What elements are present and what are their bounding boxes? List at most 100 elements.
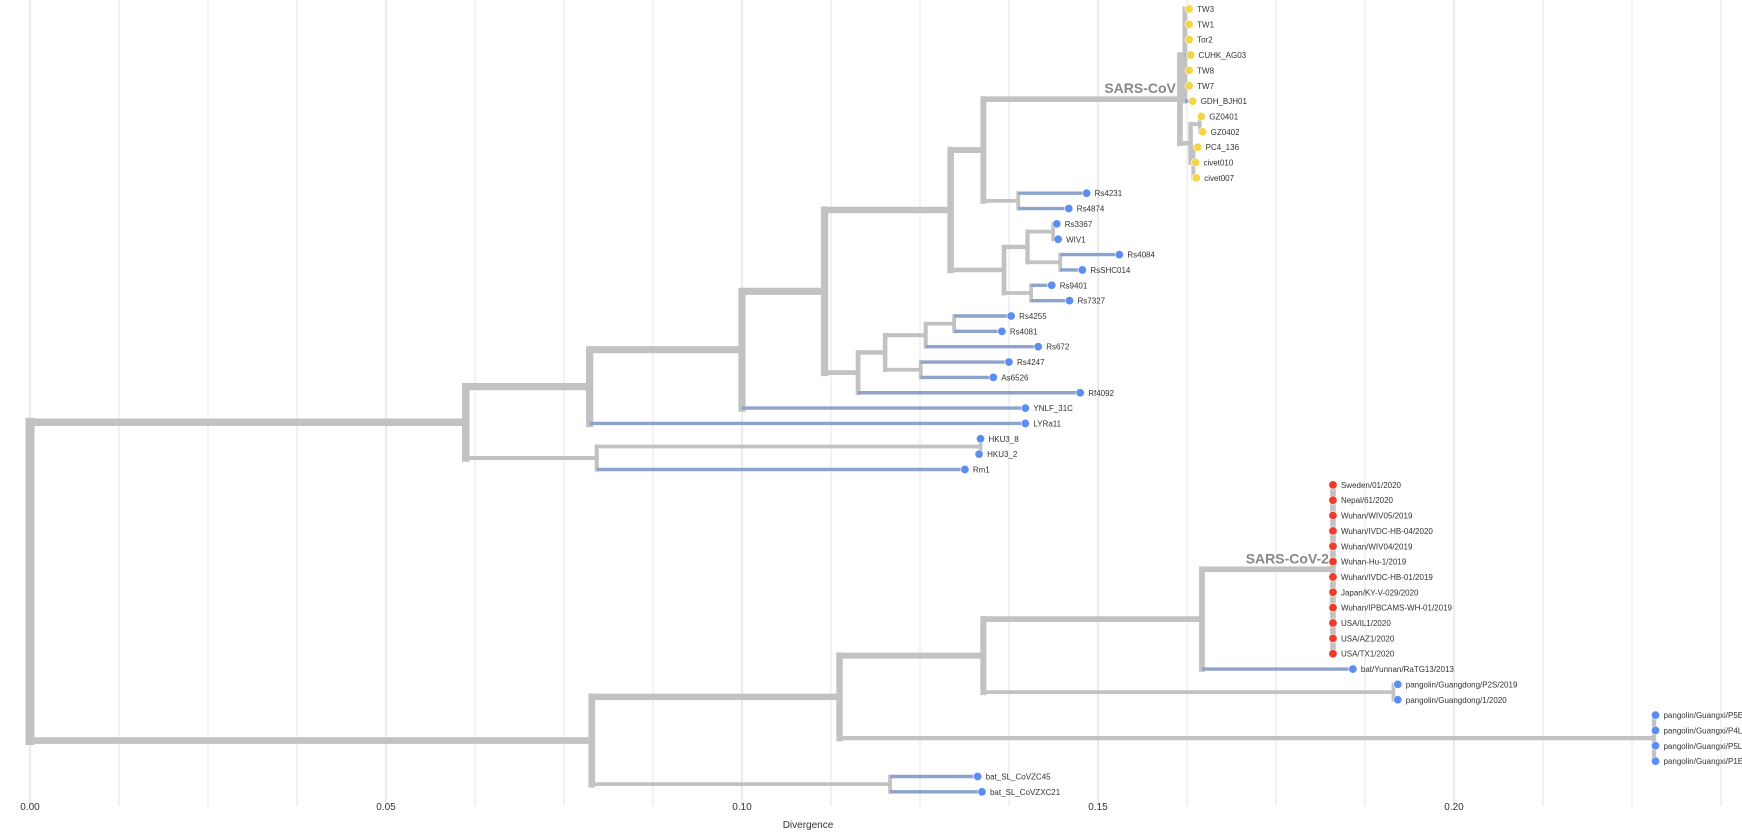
tip-label: GDH_BJH01 (1201, 97, 1248, 106)
tip-node[interactable] (1020, 418, 1030, 428)
tip-node[interactable] (1184, 65, 1194, 75)
tip-node[interactable] (1064, 204, 1074, 214)
clade-labels: SARS-CoV SARS-CoV-2 (1104, 80, 1329, 566)
tip-node[interactable] (1328, 526, 1338, 536)
tip-label: pangolin/Guangxi/P5L/2017 (1663, 742, 1742, 751)
tip-label: Sweden/01/2020 (1341, 481, 1402, 490)
tip-label: bat_SL_CoVZC45 (986, 773, 1051, 782)
tip-node[interactable] (1650, 756, 1660, 766)
tip-label: RsSHC014 (1090, 266, 1131, 275)
tip-node[interactable] (1328, 511, 1338, 521)
tip-label: Rs3367 (1065, 220, 1093, 229)
tip-label: GZ0401 (1209, 112, 1238, 121)
tip-node[interactable] (1328, 495, 1338, 505)
tip-label: TW7 (1197, 82, 1214, 91)
tip-node[interactable] (960, 464, 970, 474)
tip-label: Rs7327 (1078, 297, 1106, 306)
tip-node[interactable] (1328, 618, 1338, 628)
tip-node[interactable] (1191, 158, 1201, 168)
tip-node[interactable] (1186, 50, 1196, 60)
tip-node[interactable] (1196, 111, 1206, 121)
tip-node[interactable] (1328, 649, 1338, 659)
tip-label: USA/IL1/2020 (1341, 619, 1391, 628)
tip-node[interactable] (1328, 572, 1338, 582)
tip-label: Rm1 (973, 466, 990, 475)
tip-label: pangolin/Guangxi/P1E/2017 (1663, 757, 1742, 766)
tip-node[interactable] (1077, 265, 1087, 275)
tip-node[interactable] (1006, 311, 1016, 321)
tip-node[interactable] (974, 449, 984, 459)
tip-label: As6526 (1001, 373, 1029, 382)
tip-node[interactable] (1033, 342, 1043, 352)
tip-node[interactable] (977, 787, 987, 797)
tip-label: PC4_136 (1206, 143, 1240, 152)
tip-label: Rs4084 (1127, 251, 1155, 260)
tip-node[interactable] (1053, 234, 1063, 244)
tip-node[interactable] (1184, 4, 1194, 14)
tip-label: HKU3_2 (987, 450, 1018, 459)
tip-label: Wuhan/IPBCAMS-WH-01/2019 (1341, 604, 1453, 613)
tip-node[interactable] (1328, 541, 1338, 551)
tip-label: Japan/KY-V-029/2020 (1341, 588, 1419, 597)
tip-label: Rs9401 (1060, 281, 1088, 290)
tip-label: Wuhan/WIV04/2019 (1341, 542, 1413, 551)
tip-node[interactable] (976, 434, 986, 444)
tip-label: Rs4231 (1095, 189, 1123, 198)
gridlines (29, 0, 1722, 806)
tip-node[interactable] (1328, 633, 1338, 643)
tip-label: USA/TX1/2020 (1341, 650, 1395, 659)
tip-node[interactable] (997, 326, 1007, 336)
tip-node[interactable] (1191, 173, 1201, 183)
x-axis: Divergence 0.00 0.05 0.10 0.15 0.20 (20, 802, 1464, 831)
tip-label: Wuhan/IVDC-HB-01/2019 (1341, 573, 1433, 582)
tip-label: Tor2 (1197, 36, 1213, 45)
tip-node[interactable] (1650, 741, 1660, 751)
tip-label: pangolin/Guangdong/P2S/2019 (1406, 680, 1518, 689)
tip-node[interactable] (1328, 557, 1338, 567)
tip-label: civet007 (1204, 174, 1234, 183)
tip-node[interactable] (1020, 403, 1030, 413)
tip-label: bat/Yunnan/RaTG13/2013 (1361, 665, 1455, 674)
tick-label: 0.15 (1088, 802, 1108, 813)
tip-node[interactable] (1193, 142, 1203, 152)
tip-node[interactable] (1328, 480, 1338, 490)
tip-node[interactable] (1184, 19, 1194, 29)
x-axis-title: Divergence (783, 820, 834, 831)
tip-label: WIV1 (1066, 235, 1086, 244)
tip-node[interactable] (1082, 188, 1092, 198)
tip-node[interactable] (1184, 81, 1194, 91)
tip-node[interactable] (1328, 587, 1338, 597)
tip-label: CUHK_AG03 (1199, 51, 1247, 60)
tip-node[interactable] (1328, 603, 1338, 613)
tip-node[interactable] (1348, 664, 1358, 674)
tip-label: USA/AZ1/2020 (1341, 634, 1395, 643)
clade-label: SARS-CoV-2 (1246, 550, 1329, 566)
clade-label: SARS-CoV (1104, 80, 1176, 96)
tip-node[interactable] (1114, 250, 1124, 260)
tip-label: YNLF_31C (1033, 404, 1073, 413)
tip-node[interactable] (973, 771, 983, 781)
tip-node[interactable] (1184, 35, 1194, 45)
tip-node[interactable] (1075, 388, 1085, 398)
tip-label: Rs4247 (1017, 358, 1045, 367)
tip-node[interactable] (1650, 710, 1660, 720)
tip-label: Rf4092 (1088, 389, 1114, 398)
tip-node[interactable] (1393, 679, 1403, 689)
tip-label: pangolin/Guangxi/P5E/2017 (1663, 711, 1742, 720)
tick-label: 0.20 (1444, 802, 1464, 813)
tip-label: Nepal/61/2020 (1341, 496, 1394, 505)
tip-node[interactable] (1198, 127, 1208, 137)
tip-label: LYRa11 (1033, 419, 1061, 428)
tip-node[interactable] (1047, 280, 1057, 290)
tick-label: 0.00 (20, 802, 40, 813)
tip-node[interactable] (1188, 96, 1198, 106)
tip-node[interactable] (1052, 219, 1062, 229)
tip-node[interactable] (1393, 695, 1403, 705)
tip-node[interactable] (1004, 357, 1014, 367)
tip-label: HKU3_8 (989, 435, 1020, 444)
tip-label: TW3 (1197, 5, 1214, 14)
tip-node[interactable] (1650, 725, 1660, 735)
tip-node[interactable] (1065, 296, 1075, 306)
tip-node[interactable] (988, 372, 998, 382)
